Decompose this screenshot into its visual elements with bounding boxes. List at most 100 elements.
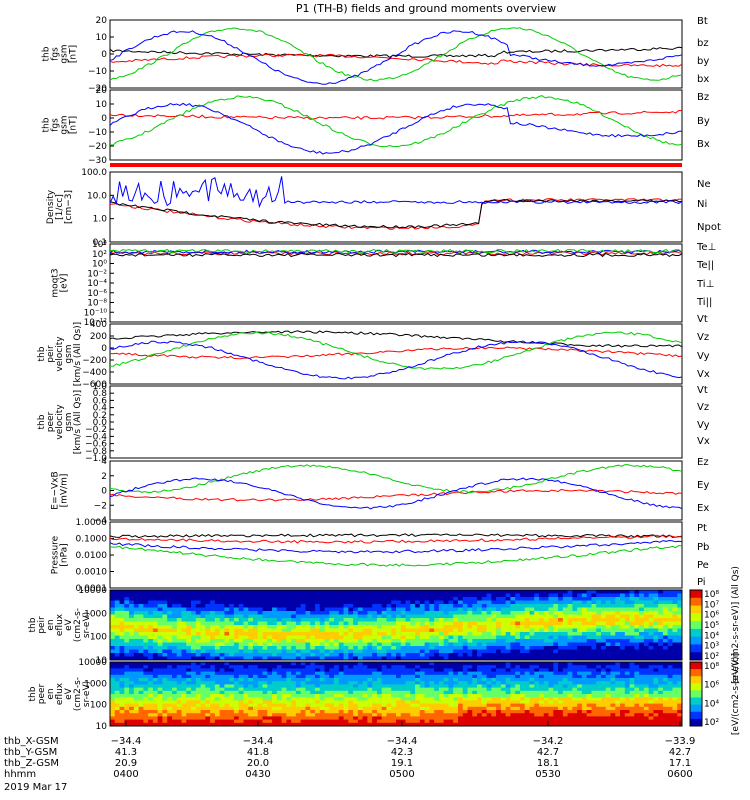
spectrogram-cell xyxy=(233,642,240,647)
spectrogram-cell xyxy=(438,649,445,654)
spectrogram-cell xyxy=(453,668,459,672)
y-axis-label: [nPa] xyxy=(60,543,70,566)
spectrogram-cell xyxy=(500,653,507,657)
spectrogram-cell xyxy=(262,662,268,666)
spectrogram-cell xyxy=(438,642,445,647)
spectrogram-cell xyxy=(677,635,683,640)
spectrogram-cell xyxy=(195,628,201,633)
spectrogram-cell xyxy=(119,678,125,682)
spectrogram-cell xyxy=(386,722,392,727)
spectrogram-cell xyxy=(558,697,564,701)
spectrogram-cell xyxy=(400,671,406,676)
spectrogram-cell xyxy=(381,653,387,657)
spectrogram-cell xyxy=(610,687,616,692)
spectrogram-cell xyxy=(643,628,650,633)
spectrogram-cell xyxy=(434,678,440,682)
spectrogram-cell xyxy=(334,593,340,598)
spectrogram-cell xyxy=(353,703,359,708)
spectrogram-cell xyxy=(605,628,611,633)
spectrogram-cell xyxy=(167,687,173,692)
spectrogram-cell xyxy=(281,697,287,701)
spectrogram-cell xyxy=(505,625,511,629)
spectrogram-cell xyxy=(615,668,621,672)
spectrogram-cell xyxy=(233,668,240,672)
spectrogram-cell xyxy=(157,639,163,643)
spectrogram-cell xyxy=(396,700,402,704)
spectrogram-cell xyxy=(176,719,182,724)
spectrogram-cell xyxy=(443,656,449,661)
spectrogram-cell xyxy=(186,687,192,692)
spectrogram-cell xyxy=(310,646,316,650)
spectrogram-cell xyxy=(505,722,511,727)
spectrogram-cell xyxy=(295,656,302,661)
spectrogram-cell xyxy=(238,621,244,626)
spectrogram-cell xyxy=(648,604,654,608)
spectrogram-cell xyxy=(276,590,282,594)
spectrogram-cell xyxy=(481,687,487,692)
spectrogram-cell xyxy=(167,684,173,688)
spectrogram-cell xyxy=(648,611,654,615)
spectrogram-cell xyxy=(515,607,521,612)
spectrogram-cell xyxy=(419,671,425,676)
spectrogram-cell xyxy=(129,719,135,724)
spectrogram-cell xyxy=(553,687,559,692)
spectrogram-cell xyxy=(429,694,435,698)
spectrogram-cell xyxy=(529,593,535,598)
spectrogram-cell xyxy=(233,649,240,654)
spectrogram-cell xyxy=(362,632,368,636)
spectrogram-cell xyxy=(467,684,473,688)
spectrogram-cell xyxy=(581,590,588,594)
spectrogram-cell xyxy=(424,713,430,717)
spectrogram-cell xyxy=(562,671,568,676)
spectrogram-cell xyxy=(639,671,645,676)
spectrogram-cell xyxy=(639,593,645,598)
spectrogram-cell xyxy=(653,611,659,615)
spectrogram-cell xyxy=(396,593,402,598)
spectrogram-cell xyxy=(357,681,364,685)
spectrogram-cell xyxy=(319,590,325,594)
spectrogram-cell xyxy=(143,618,149,622)
spectrogram-cell xyxy=(362,590,368,594)
series-line-Pe xyxy=(109,544,683,567)
spectrogram-cell xyxy=(376,684,383,688)
spectrogram-cell xyxy=(519,671,526,676)
spectrogram-cell xyxy=(219,697,225,701)
spectrogram-cell xyxy=(434,697,440,701)
spectrogram-cell xyxy=(229,618,235,622)
spectrogram-cell xyxy=(548,597,554,601)
spectrogram-cell xyxy=(620,678,626,682)
spectrogram-cell xyxy=(181,649,187,654)
spectrogram-cell xyxy=(629,653,635,657)
spectrogram-cell xyxy=(248,621,254,626)
spectrogram-cell xyxy=(591,590,597,594)
spectrogram-cell xyxy=(219,649,225,654)
spectrogram-cell xyxy=(534,614,540,619)
spectrogram-cell xyxy=(496,618,502,622)
spectrogram-cell xyxy=(429,653,435,657)
panel-peir_spectrogram: thb peir en eflux eV (cm2-s-sr-eV)10000100010… xyxy=(28,566,741,684)
spectrogram-cell xyxy=(496,632,502,636)
spectrogram-cell xyxy=(129,649,135,654)
spectrogram-cell xyxy=(610,639,616,643)
spectrogram-cell xyxy=(658,719,664,724)
spectrogram-cell xyxy=(543,713,549,717)
spectrogram-cell xyxy=(658,700,664,704)
spectrogram-cell xyxy=(214,713,221,717)
spectrogram-cell xyxy=(381,649,387,654)
spectrogram-cell xyxy=(429,687,435,692)
spectrogram-cell xyxy=(553,671,559,676)
spectrogram-cell xyxy=(639,618,645,622)
spectrogram-cell xyxy=(338,697,344,701)
spectrogram-cell xyxy=(539,593,545,598)
spectrogram-cell xyxy=(643,625,650,629)
spectrogram-cell xyxy=(548,668,554,672)
spectrogram-cell xyxy=(391,713,397,717)
spectrogram-cell xyxy=(510,716,516,720)
series-line-Bt xyxy=(109,46,683,59)
spectrogram-cell xyxy=(605,618,611,622)
spectrogram-cell xyxy=(515,656,521,661)
spectrogram-cell xyxy=(176,639,182,643)
spectrogram-cell xyxy=(119,716,125,720)
spectrogram-cell xyxy=(324,674,330,679)
spectrogram-cell xyxy=(143,625,149,629)
